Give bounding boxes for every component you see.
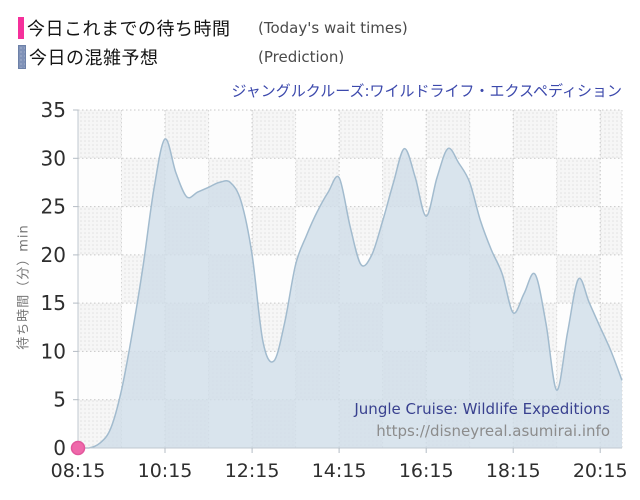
prediction-line [78,138,623,449]
y-tick-label: 0 [53,436,66,460]
prediction-area [78,138,622,448]
y-tick-label: 5 [53,388,66,412]
prediction-series-label: 今日の混雑予想 [29,47,159,69]
y-tick-label: 35 [41,98,66,122]
y-tick-label: 20 [41,243,66,267]
today-series-swatch [18,16,24,39]
x-tick-label: 16:15 [399,460,454,482]
x-tick-label: 12:15 [225,460,280,482]
x-tick-label: 10:15 [138,460,193,482]
legend-item-today: 今日これまでの待ち時間 (Today's wait times) [18,13,408,42]
x-tick-label: 08:15 [51,460,106,482]
attribution: Jungle Cruise: Wildlife Expeditions http… [354,398,610,442]
attribution-name: Jungle Cruise: Wildlife Expeditions [354,400,610,418]
x-tick-labels: 08:15 10:15 12:15 14:15 16:15 18:15 20:15 [51,448,628,482]
attribution-url: https://disneyreal.asumirai.info [376,422,610,440]
y-tick-label: 15 [41,291,66,315]
prediction-series-swatch [18,44,26,69]
today-series-label-en: (Today's wait times) [258,18,408,37]
prediction-series-label-en: (Prediction) [258,47,345,66]
y-tick-label: 30 [41,146,66,170]
legend-item-prediction: 今日の混雑予想 (Prediction) [18,42,344,71]
attraction-title: ジャングルクルーズ:ワイルドライフ・エクスペディション [231,82,622,100]
x-tick-label: 14:15 [312,460,367,482]
today-series-label: 今日これまでの待ち時間 [27,18,231,40]
y-tick-label: 25 [41,195,66,219]
y-tick-label: 10 [41,339,66,363]
x-tick-label: 18:15 [486,460,541,482]
x-tick-label: 20:15 [573,460,628,482]
y-tick-labels: 0 5 10 15 20 25 30 35 [41,98,78,460]
legend: 今日これまでの待ち時間 (Today's wait times) 今日の混雑予想… [18,13,408,71]
today-wait-point [70,440,86,456]
